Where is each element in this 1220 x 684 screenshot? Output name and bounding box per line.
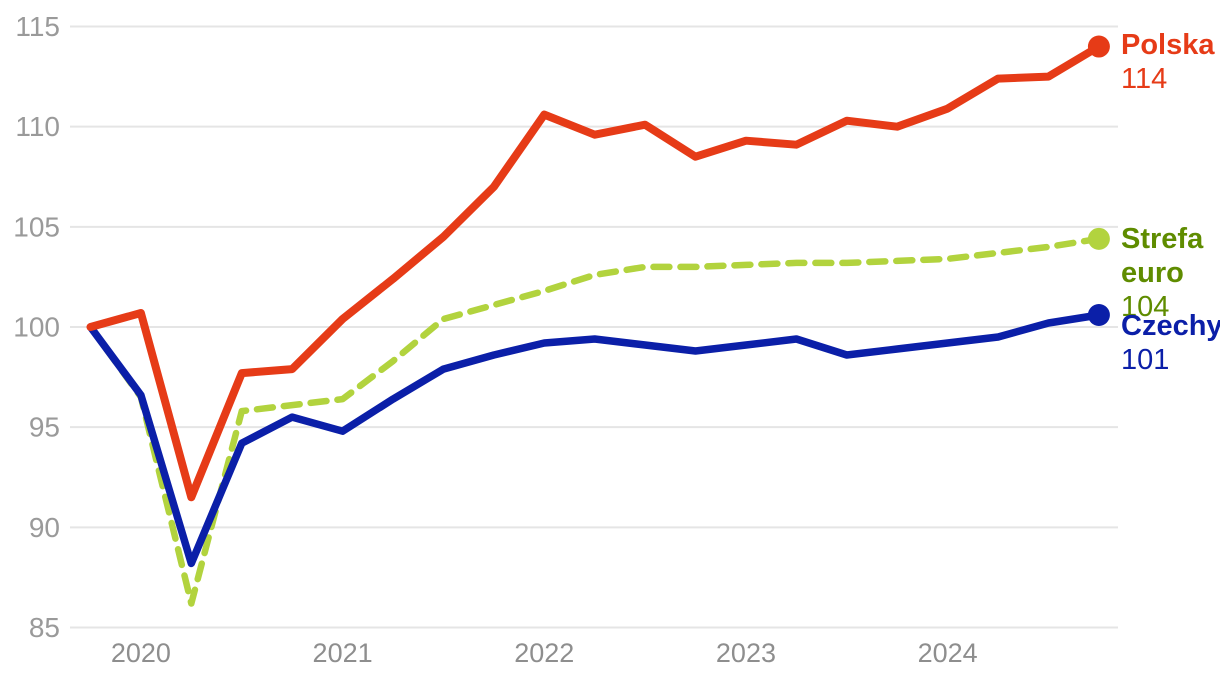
series-endpoint-czechy[interactable] — [1087, 303, 1110, 326]
series-label-strefa-euro: Strefa euro 104 — [1121, 222, 1220, 324]
x-axis-tick-label: 2023 — [716, 638, 776, 668]
y-axis-tick-label: 110 — [15, 111, 60, 142]
x-axis-tick-label: 2022 — [514, 638, 574, 668]
y-axis-tick-label: 100 — [13, 311, 60, 342]
series-name-polska: Polska — [1121, 29, 1215, 61]
series-label-czechy: Czechy 101 — [1121, 309, 1220, 377]
series-line-czechy[interactable] — [86, 311, 1103, 568]
series-endpoint-strefa-euro[interactable] — [1087, 227, 1110, 250]
y-axis-tick-label: 95 — [29, 412, 60, 443]
y-axis-tick-label: 90 — [29, 512, 60, 543]
series-value-strefa-euro: 104 — [1121, 291, 1170, 323]
series-value-czechy: 101 — [1121, 344, 1170, 376]
x-axis-tick-label: 2020 — [111, 638, 171, 668]
y-axis-tick-label: 105 — [13, 211, 60, 242]
series-endpoint-polska[interactable] — [1087, 35, 1110, 58]
series-label-polska: Polska 114 — [1121, 28, 1220, 96]
x-axis-tick-label: 2021 — [313, 638, 373, 668]
y-axis-tick-label: 115 — [15, 11, 60, 42]
y-axis-tick-label: 85 — [29, 612, 60, 643]
series-name-strefa-euro: Strefa euro — [1121, 223, 1204, 289]
series-value-polska: 114 — [1121, 63, 1168, 95]
series-line-polska[interactable] — [86, 42, 1103, 502]
series-name-czechy: Czechy — [1121, 310, 1220, 342]
series-line-strefa-euro[interactable] — [87, 235, 1103, 607]
x-axis-tick-label: 2024 — [918, 638, 978, 668]
